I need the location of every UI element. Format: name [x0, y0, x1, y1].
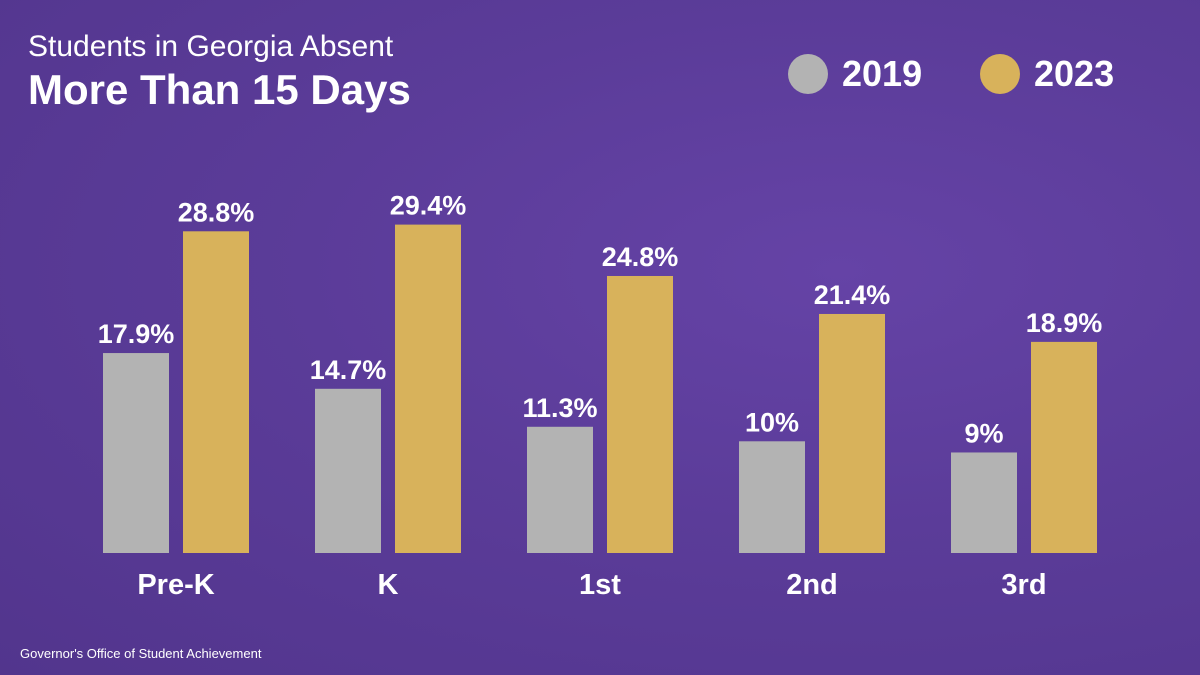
data-label-2019-3rd: 9% [964, 418, 1003, 448]
data-label-2023-pre-k: 28.8% [178, 197, 255, 227]
bar-2019-k [315, 388, 381, 553]
data-label-2023-k: 29.4% [390, 191, 467, 221]
bar-2023-3rd [1031, 341, 1097, 553]
category-label-k: K [378, 569, 399, 601]
data-label-2019-k: 14.7% [310, 355, 387, 385]
chart-title-line2: More Than 15 Days [28, 66, 411, 113]
bar-2023-pre-k [183, 231, 249, 553]
source-credit: Governor's Office of Student Achievement [20, 646, 262, 661]
legend-item-2019: 2019 [788, 53, 923, 94]
bar-2019-1st [527, 426, 593, 553]
category-label-3rd: 3rd [1001, 569, 1046, 601]
category-label-1st: 1st [579, 569, 621, 601]
data-label-2023-3rd: 18.9% [1026, 308, 1103, 338]
category-label-2nd: 2nd [786, 569, 838, 601]
bar-2023-k [395, 224, 461, 554]
legend-swatch-2019 [788, 54, 828, 94]
category-label-pre-k: Pre-K [137, 569, 214, 601]
chart-title-line1: Students in Georgia Absent [28, 30, 394, 63]
bar-2019-2nd [739, 441, 805, 553]
bar-2019-3rd [951, 452, 1017, 553]
legend-swatch-2023 [980, 54, 1020, 94]
bar-2023-1st [607, 275, 673, 553]
data-label-2019-2nd: 10% [745, 407, 799, 437]
data-label-2019-pre-k: 17.9% [98, 319, 175, 349]
bar-2019-pre-k [103, 353, 169, 553]
legend-label-2023: 2023 [1034, 53, 1115, 94]
data-label-2019-1st: 11.3% [522, 393, 597, 423]
bar-2023-2nd [819, 313, 885, 553]
legend-label-2019: 2019 [842, 53, 923, 94]
data-label-2023-2nd: 21.4% [814, 280, 891, 310]
data-label-2023-1st: 24.8% [602, 242, 679, 272]
legend-item-2023: 2023 [980, 53, 1115, 94]
